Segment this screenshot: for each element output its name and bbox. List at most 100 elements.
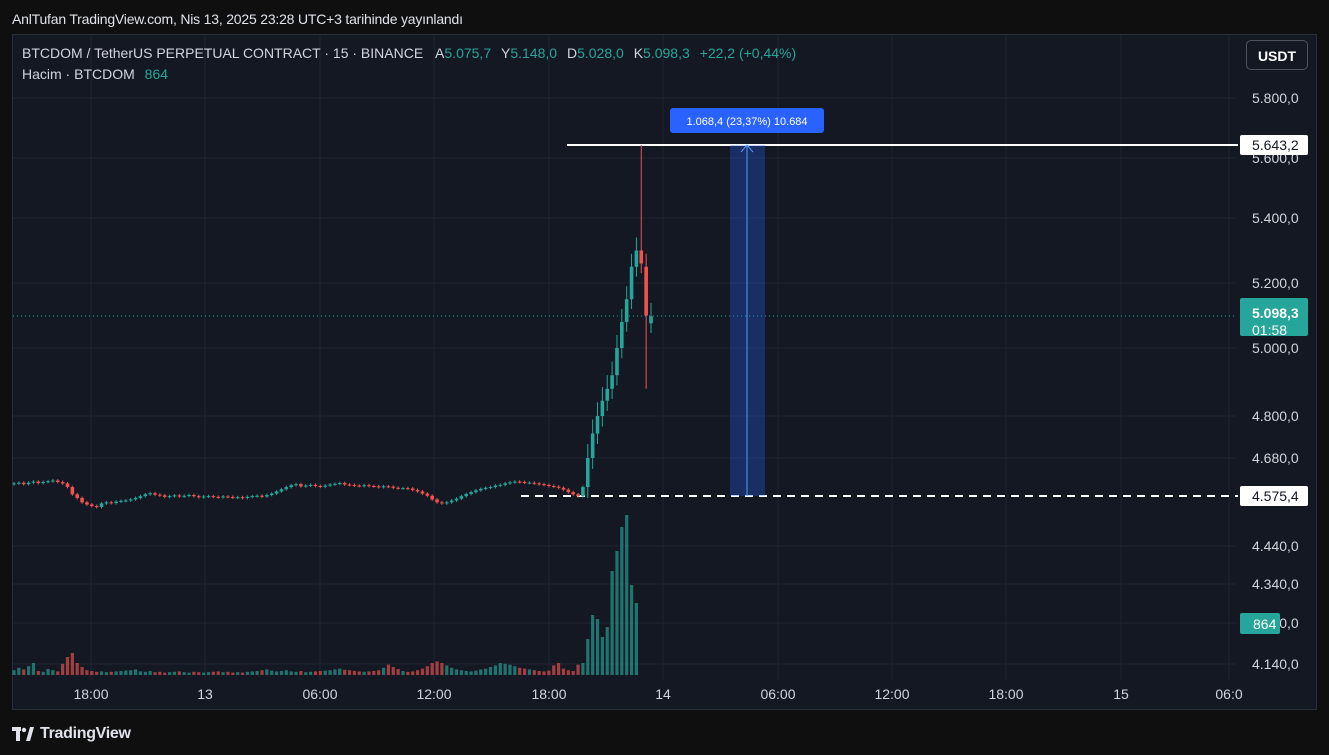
candle (396, 487, 400, 489)
volume-bar (595, 619, 600, 675)
candle (313, 484, 318, 486)
candle (469, 492, 473, 494)
candle (221, 496, 225, 498)
candle (333, 483, 337, 485)
volume-bar (459, 670, 463, 675)
candle (410, 488, 415, 490)
candle (464, 493, 469, 497)
volume-bar (114, 671, 118, 675)
candle (522, 481, 527, 483)
legend-close-value: 5.098,3 (643, 45, 690, 61)
footer-brand[interactable]: TradingView (12, 722, 131, 746)
time-tick-label: 06:00 (302, 686, 337, 702)
volume-legend-label[interactable]: Hacim · BTCDOM (22, 66, 135, 82)
volume-bar (236, 672, 240, 675)
volume-bar (265, 669, 269, 675)
candle (21, 482, 26, 485)
price-tick-label: 5.000,0 (1252, 340, 1299, 356)
candle (498, 484, 503, 486)
volume-bar (148, 671, 152, 675)
candle (138, 496, 143, 498)
candle (240, 497, 245, 499)
candle (444, 502, 449, 504)
candle (85, 502, 89, 505)
candle (250, 496, 255, 498)
candle (51, 480, 55, 482)
volume-bar (518, 667, 522, 675)
volume-bar (124, 670, 128, 675)
volume-bar (299, 671, 303, 675)
currency-button[interactable]: USDT (1246, 40, 1308, 70)
candle (372, 485, 376, 487)
volume-bar (313, 671, 318, 675)
candle (513, 481, 517, 483)
volume-bar (250, 671, 254, 675)
volume-bar (309, 671, 313, 675)
support-price-label-bg (1240, 486, 1308, 506)
volume-bar (56, 671, 60, 675)
volume-bar (425, 666, 429, 675)
volume-legend-value: 864 (144, 66, 169, 82)
volume-bar (211, 671, 215, 675)
candle (269, 493, 274, 496)
candle (459, 496, 464, 499)
candle (299, 484, 303, 487)
candle (600, 400, 605, 416)
candle (284, 487, 289, 490)
resistance-price-label-bg (1240, 135, 1308, 156)
volume-bar (206, 672, 211, 675)
candle (488, 487, 493, 489)
time-tick-label: 18:00 (73, 686, 108, 702)
chart-frame[interactable] (12, 34, 1317, 710)
candle (99, 503, 104, 508)
candle (187, 495, 191, 497)
volume-bar (129, 670, 133, 675)
volume-bar (445, 665, 449, 675)
candle (235, 497, 240, 499)
time-tick-label: 18:00 (988, 686, 1023, 702)
candle (503, 483, 507, 485)
volume-bar (99, 671, 104, 675)
volume-bar (411, 671, 415, 675)
candle (17, 482, 21, 484)
volume-bar (625, 515, 629, 675)
candle (532, 482, 537, 484)
legend-low-value: 5.028,0 (577, 45, 624, 61)
candle (547, 484, 551, 486)
candle (255, 495, 259, 497)
candle (615, 348, 619, 376)
candle (119, 500, 123, 502)
candle (381, 486, 386, 488)
candle (196, 496, 201, 498)
volume-bar (255, 671, 259, 675)
candle (128, 499, 133, 501)
volume-bar (231, 672, 235, 675)
volume-bar (450, 667, 454, 675)
candle (46, 481, 50, 483)
volume-bar (338, 668, 342, 675)
volume-tag-bg (1240, 613, 1280, 634)
candle (566, 489, 571, 493)
volume-bar (547, 670, 551, 675)
volume-bar (406, 671, 410, 675)
candle (556, 486, 561, 488)
legend-symbol[interactable]: BTCDOM / TetherUS PERPETUAL CONTRACT · 1… (22, 45, 424, 61)
price-tick-label: 4.140,0 (1252, 656, 1299, 672)
candle (148, 493, 152, 495)
volume-bar (566, 670, 570, 675)
volume-bar (381, 667, 386, 675)
time-tick-label: 12:00 (874, 686, 909, 702)
candle (527, 482, 532, 484)
candle (581, 487, 585, 497)
candle (294, 484, 298, 486)
volume-bar (294, 671, 298, 675)
volume-bar (245, 671, 250, 675)
candle (406, 488, 410, 490)
candle (153, 493, 157, 495)
candle (435, 499, 439, 503)
volume-bar (386, 664, 391, 675)
measure-arrow-head (740, 144, 754, 153)
volume-bar (357, 671, 361, 675)
volume-bar (615, 551, 619, 675)
